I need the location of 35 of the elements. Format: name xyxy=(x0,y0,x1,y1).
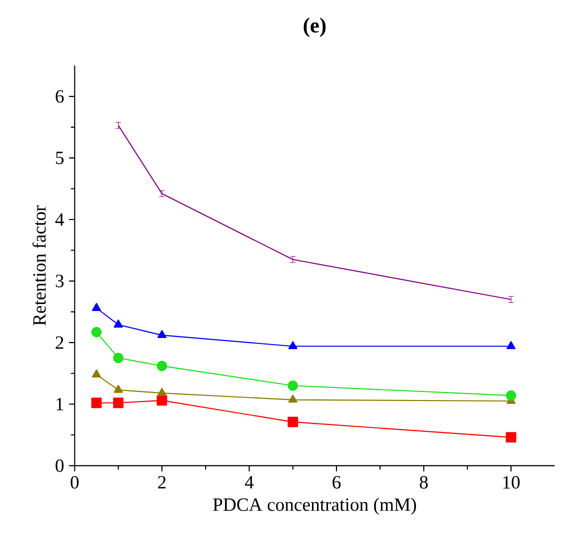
point xyxy=(92,302,102,311)
y-tick-label: 1 xyxy=(56,398,64,410)
point xyxy=(113,352,124,364)
x-tick-label: 6 xyxy=(332,476,341,489)
x-tick-label: 2 xyxy=(158,476,166,488)
y-tick-label: 5 xyxy=(56,152,64,164)
chart-title: (e) xyxy=(304,18,326,37)
point xyxy=(113,398,124,408)
point xyxy=(91,398,102,408)
point xyxy=(506,341,516,350)
y-tick-label: 0 xyxy=(56,459,64,472)
x-tick-label: 8 xyxy=(420,476,428,489)
x-tick-label: 4 xyxy=(244,476,254,488)
point xyxy=(157,330,167,338)
point xyxy=(288,380,298,391)
y-axis-title: Retention factor xyxy=(32,205,46,326)
point xyxy=(157,388,167,396)
point xyxy=(91,326,102,338)
x-tick-label: 0 xyxy=(70,476,79,489)
point xyxy=(288,416,298,428)
x-tick-label: 10 xyxy=(503,476,520,489)
point xyxy=(114,320,123,328)
y-tick-label: 4 xyxy=(55,213,64,226)
y-tick-label: 2 xyxy=(56,336,64,349)
y-tick-label: 6 xyxy=(56,90,64,103)
point xyxy=(288,341,298,350)
point xyxy=(288,394,298,403)
point xyxy=(156,360,168,372)
y-tick-label: 3 xyxy=(56,274,64,288)
x-axis-title: PDCA concentration (mM) xyxy=(213,498,416,515)
point xyxy=(114,384,123,393)
point xyxy=(506,390,516,401)
point xyxy=(156,395,168,406)
point xyxy=(506,432,516,443)
point xyxy=(92,369,102,378)
